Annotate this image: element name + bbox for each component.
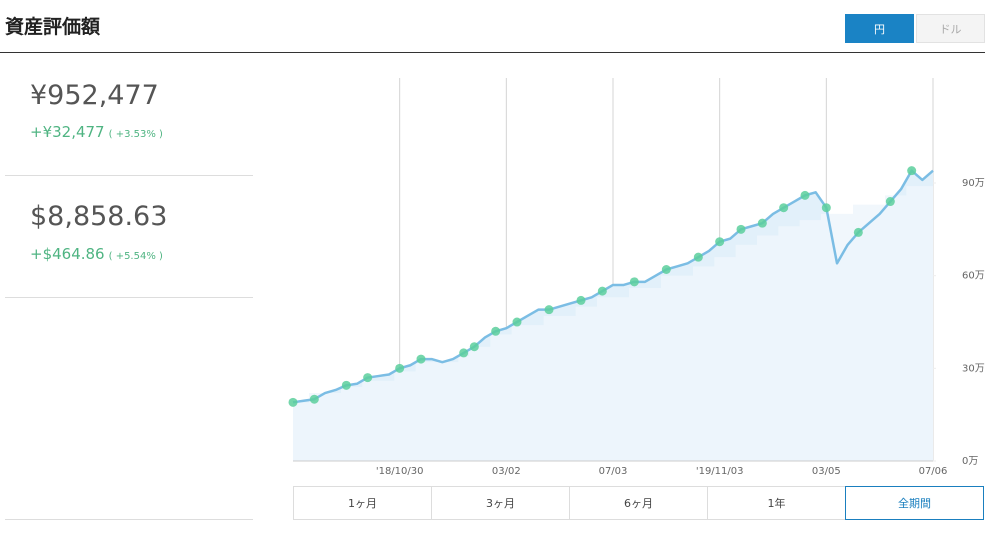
change-amount: +¥32,477 [30,123,105,141]
event-marker [309,394,319,404]
y-tick-label: 60万 [962,271,985,282]
event-marker [363,373,373,383]
divider [5,297,253,298]
range-button[interactable]: 6ヶ月 [570,487,708,519]
currency-dollar[interactable]: ドル [916,14,985,43]
range-button[interactable]: 1年 [708,487,846,519]
event-marker [288,397,298,407]
event-marker [597,286,607,296]
range-button[interactable]: 1ヶ月 [294,487,432,519]
event-marker [459,348,469,358]
event-marker [800,190,810,200]
event-marker [416,354,426,364]
event-marker [512,317,522,327]
event-marker [885,197,895,207]
x-tick-label: '18/10/30 [376,466,424,477]
event-marker [395,363,405,373]
event-marker [736,224,746,234]
event-marker [779,203,789,213]
event-marker [661,265,671,274]
event-marker [629,277,639,287]
event-marker [469,342,479,352]
range-selector: 1ヶ月 3ヶ月 6ヶ月 1年 全期間 [293,486,984,520]
y-tick-label: 90万 [962,178,985,189]
event-marker [821,203,831,213]
event-marker [907,166,917,176]
x-tick-label: 07/03 [599,466,628,477]
change-percent: ( +3.53% ) [108,129,163,140]
event-marker [544,305,554,315]
x-tick-label: 03/05 [812,466,841,477]
y-tick-label: 30万 [962,363,985,374]
y-tick-label: 0万 [962,456,978,467]
change-amount: +$464.86 [30,245,105,263]
value-change: +$464.86( +5.54% ) [30,245,163,263]
step-area [293,186,933,461]
divider [0,52,985,53]
divider [5,519,253,520]
x-tick-label: 07/06 [919,466,948,477]
event-marker [576,295,586,305]
value-change: +¥32,477( +3.53% ) [30,123,163,141]
page-title: 資産評価額 [5,16,101,38]
event-marker [341,380,351,390]
range-button[interactable]: 全期間 [845,486,984,520]
change-percent: ( +5.54% ) [108,251,163,262]
total-value: $8,858.63 [30,201,168,232]
event-marker [715,237,725,247]
divider [5,175,253,176]
range-button[interactable]: 3ヶ月 [432,487,570,519]
event-marker [853,227,863,237]
x-tick-label: 03/02 [492,466,521,477]
event-marker [491,326,501,336]
event-marker [757,218,767,228]
event-marker [693,252,703,262]
total-value: ¥952,477 [30,80,159,111]
currency-yen[interactable]: 円 [845,14,914,43]
x-tick-label: '19/11/03 [696,466,744,477]
